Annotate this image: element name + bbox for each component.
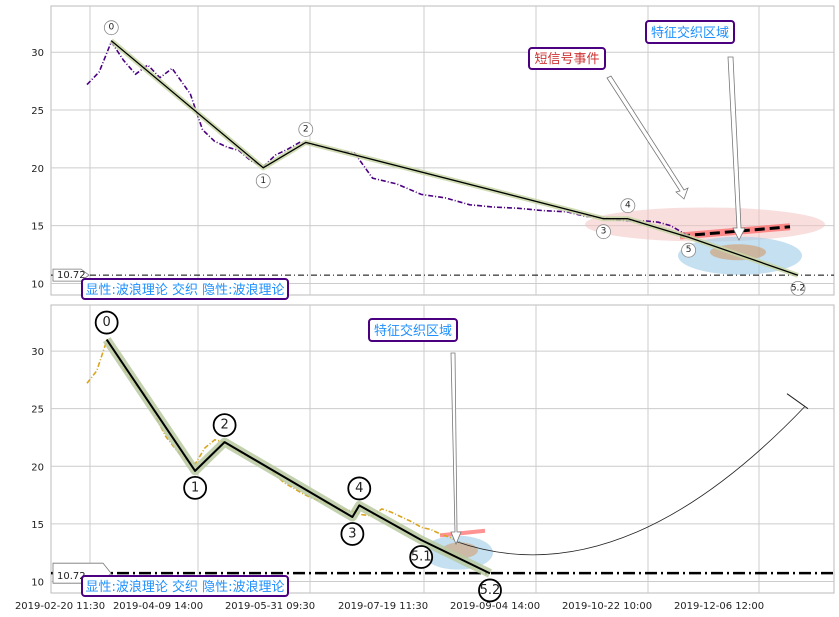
wave-label-circle: [103, 20, 119, 36]
y-tick-label: 20: [31, 164, 44, 175]
wave-label: 4: [355, 481, 363, 496]
wave-label: 0: [103, 315, 111, 330]
wave-label-circle: [478, 578, 502, 603]
wave-label: 1: [191, 480, 199, 495]
bottom-feature-zone-arrow: [450, 352, 462, 546]
y-tick-label: 15: [31, 222, 44, 233]
x-tick-label: 2019-07-19 11:30: [338, 601, 428, 612]
wave-label-circle: [409, 545, 434, 569]
wave-label-circle: [298, 122, 314, 137]
y-tick-label: 30: [31, 48, 44, 59]
wave-label: 5.2: [791, 283, 805, 293]
short-signal-label: 短信号事件: [534, 52, 599, 67]
bottom-feature-zone-box: 特征交织区域: [368, 318, 458, 342]
wave-label: 0: [108, 23, 114, 33]
y-tick-label: 10: [31, 279, 44, 290]
top-feature-zone-box: 特征交织区域: [645, 20, 735, 44]
short-signal-box: 短信号事件: [528, 47, 606, 70]
top-legend-label: 显性:波浪理论 交织 隐性:波浪理论: [85, 282, 284, 298]
top-legend-box: 显性:波浪理论 交织 隐性:波浪理论: [81, 278, 289, 300]
wave-label-circle: [212, 413, 237, 437]
x-tick-label: 2019-04-09 14:00: [113, 601, 203, 612]
wave-label-circle: [681, 242, 697, 258]
wave-label-circle: [94, 310, 119, 335]
x-tick-label: 2019-02-20 11:30: [15, 601, 105, 612]
y-tick-label: 25: [31, 106, 44, 117]
short-signal-arrow: [606, 75, 689, 200]
wave-label: 4: [625, 201, 631, 211]
projection-arc: [454, 406, 806, 556]
y-tick-label: 25: [31, 405, 44, 416]
wave-label: 3: [348, 526, 356, 541]
wave-line: [110, 40, 799, 276]
wave-label-circle: [340, 522, 365, 546]
wave-label: 5: [686, 245, 692, 255]
feature-zone-arrow: [727, 56, 746, 241]
signal-band: [439, 528, 486, 538]
wave-line: [105, 339, 491, 575]
y-tick-label: 10: [31, 577, 44, 588]
top-panel: 10 15 20 25 30 10.72 0 1 2 3 4 5 5.2: [31, 5, 835, 296]
x-tick-label: 2019-10-22 10:00: [562, 601, 652, 612]
pattern-zone-red: [585, 207, 825, 242]
wave-label: 5.2: [480, 583, 501, 598]
wave-label-circle: [790, 280, 806, 296]
wave-label: 5.1: [411, 550, 432, 565]
wave-label-circle: [183, 475, 208, 500]
wave-label-circle: [596, 224, 611, 240]
wave-label: 2: [220, 418, 228, 433]
x-tick-label: 2019-09-04 14:00: [450, 601, 540, 612]
wave-label-circle: [347, 476, 372, 501]
wave-label: 2: [303, 124, 309, 134]
bottom-legend-box: 显性:波浪理论 交织 隐性:波浪理论: [81, 575, 289, 597]
x-tick-label: 2019-05-31 09:30: [225, 601, 315, 612]
wave-label: 1: [260, 176, 266, 186]
projection-end: [786, 393, 809, 410]
wave-label: 3: [601, 227, 607, 237]
bottom-feature-zone-label: 特征交织区域: [374, 323, 452, 339]
wave-label-circle: [255, 173, 271, 189]
top-feature-zone-label: 特征交织区域: [651, 25, 729, 41]
x-axis-ticks: 2019-02-20 11:30 2019-04-09 14:00 2019-05-…: [15, 601, 764, 612]
y-tick-label: 15: [31, 520, 44, 531]
y-tick-label: 30: [31, 347, 44, 358]
wave-label-circle: [620, 198, 636, 214]
x-tick-label: 2019-12-06 12:00: [674, 601, 764, 612]
y-tick-label: 20: [31, 462, 44, 473]
signal-dash: [679, 225, 791, 238]
bottom-panel: 10 15 20 25 30 10.72 0 1 2 3 4 5.1 5.2: [31, 304, 835, 603]
level-label: 10.72: [57, 270, 86, 281]
level-label: 10.72: [57, 571, 86, 582]
bottom-legend-label: 显性:波浪理论 交织 隐性:波浪理论: [85, 579, 284, 595]
